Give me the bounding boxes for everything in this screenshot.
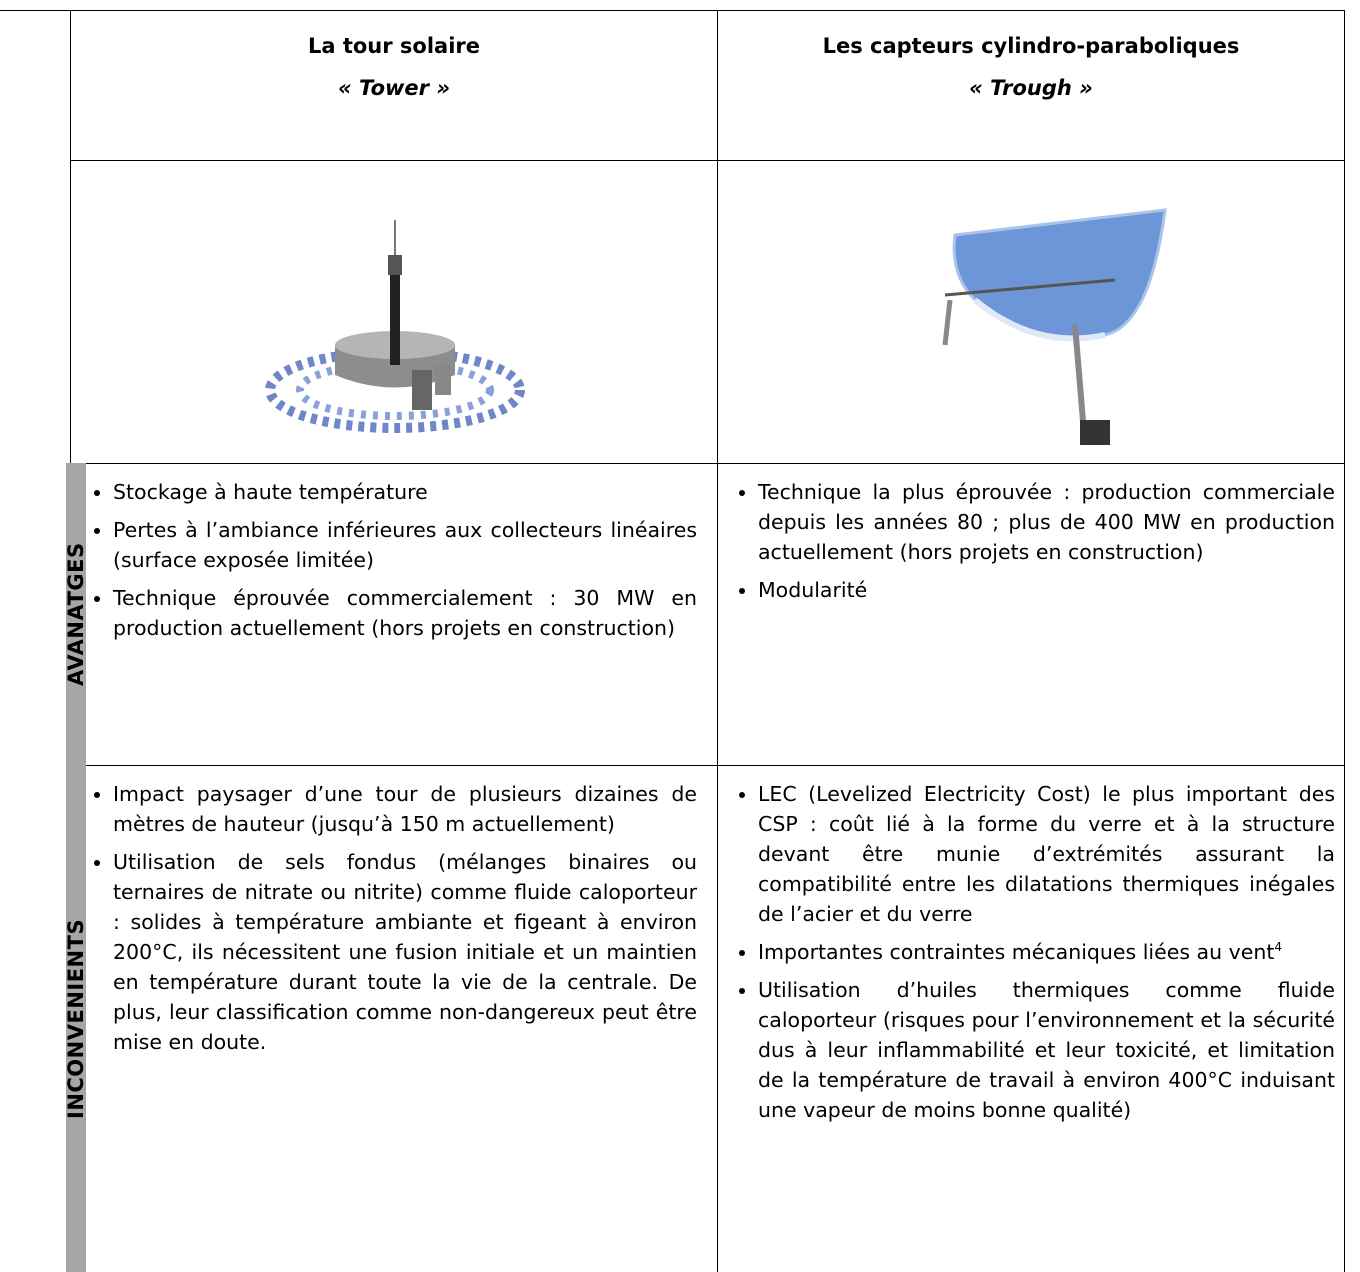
header-title: Les capteurs cylindro-paraboliques	[822, 34, 1240, 58]
header-subtitle: « Trough »	[969, 76, 1093, 100]
tower-illustration	[265, 220, 525, 433]
rule	[1344, 10, 1345, 1272]
footnote-ref: 4	[1274, 940, 1283, 955]
bullet-text: Importantes contraintes mécaniques liées…	[758, 940, 1275, 964]
text-cell: LEC (Levelized Electricity Cost) le plus…	[718, 779, 1335, 1133]
bullet-item: Utilisation de sels fondus (mélanges bin…	[113, 847, 697, 1057]
rule	[70, 160, 1345, 161]
bullet-list: LEC (Levelized Electricity Cost) le plus…	[718, 779, 1335, 1125]
bullet-list: Technique la plus éprouvée : production …	[718, 477, 1335, 605]
text-cell: Impact paysager d’une tour de plusieurs …	[73, 779, 697, 1065]
bullet-item: Impact paysager d’une tour de plusieurs …	[113, 779, 697, 839]
header-subtitle: « Tower »	[338, 76, 450, 100]
text-cell: Technique la plus éprouvée : production …	[718, 477, 1335, 613]
bullet-item: Stockage à haute température	[113, 477, 697, 507]
trough-illustration	[942, 208, 1167, 446]
header-cell: Les capteurs cylindro-paraboliques « Tro…	[718, 10, 1344, 160]
bullet-item: Importantes contraintes mécaniques liées…	[758, 937, 1335, 967]
bullet-item: Pertes à l’ambiance inférieures aux coll…	[113, 515, 697, 575]
text-cell: Stockage à haute température Pertes à l’a…	[73, 477, 697, 651]
bullet-item: Technique éprouvée commercialement : 30 …	[113, 583, 697, 643]
row-label-band	[66, 765, 86, 1272]
header-cell: La tour solaire « Tower »	[71, 10, 717, 160]
rule	[0, 10, 1345, 11]
bullet-list: Stockage à haute température Pertes à l’a…	[73, 477, 697, 643]
bullet-item: Technique la plus éprouvée : production …	[758, 477, 1335, 567]
bullet-item: Utilisation d’huiles thermiques comme fl…	[758, 975, 1335, 1125]
bullet-item: Modularité	[758, 575, 1335, 605]
header-title: La tour solaire	[307, 34, 481, 58]
rule	[66, 463, 1345, 464]
row-label-band	[66, 463, 86, 765]
bullet-list: Impact paysager d’une tour de plusieurs …	[73, 779, 697, 1057]
rule	[66, 765, 1345, 766]
bullet-item: LEC (Levelized Electricity Cost) le plus…	[758, 779, 1335, 929]
rule	[717, 10, 718, 1272]
